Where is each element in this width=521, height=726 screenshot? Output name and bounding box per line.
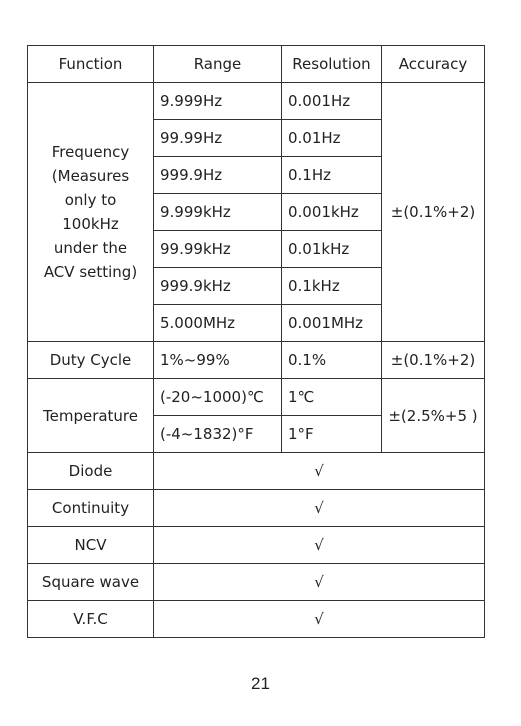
function-cell: NCV: [27, 526, 154, 564]
range-cell: (-4~1832)°F: [153, 415, 282, 453]
table-row: Square wave √: [27, 563, 485, 601]
header-cell: Function: [27, 45, 154, 83]
range-cell: 99.99kHz: [153, 230, 282, 268]
header-cell: Accuracy: [381, 45, 485, 83]
function-cell: Frequency (Measures only to 100kHz under…: [27, 82, 154, 342]
resolution-cell: 1℃: [281, 378, 382, 416]
resolution-cell: 0.01kHz: [281, 230, 382, 268]
table-row: 5.000MHz 0.001MHz: [28, 304, 485, 342]
resolution-cell: 1°F: [281, 415, 382, 453]
range-cell: 99.99Hz: [153, 119, 282, 157]
range-cell: 5.000MHz: [153, 304, 282, 342]
range-cell: 1%~99%: [153, 341, 282, 379]
header-cell: Range: [153, 45, 282, 83]
table-row: 999.9kHz 0.1kHz: [28, 267, 485, 305]
support-cell: √: [153, 526, 485, 564]
table-row: NCV √: [27, 526, 485, 564]
page-number: 21: [251, 674, 270, 693]
resolution-cell: 0.001MHz: [281, 304, 382, 342]
resolution-cell: 0.1%: [281, 341, 382, 379]
table-row: Duty Cycle 1%~99% 0.1% ±(0.1%+2): [27, 341, 485, 379]
support-cell: √: [153, 489, 485, 527]
resolution-cell: 0.001Hz: [281, 82, 382, 120]
range-cell: 999.9kHz: [153, 267, 282, 305]
resolution-cell: 0.1kHz: [281, 267, 382, 305]
spec-table: Function Range Resolution Accuracy Frequency…: [27, 45, 485, 638]
table-row: (-4~1832)°F 1°F: [28, 415, 485, 453]
accuracy-cell: ±(2.5%+5 ): [381, 378, 485, 453]
resolution-cell: 0.1Hz: [281, 156, 382, 194]
header-cell: Resolution: [281, 45, 382, 83]
table-body: Function Range Resolution Accuracy Frequency…: [27, 45, 485, 638]
support-cell: √: [153, 600, 485, 638]
resolution-cell: 0.001kHz: [281, 193, 382, 231]
table-row: 99.99Hz 0.01Hz: [28, 119, 485, 157]
table-row: Diode √: [27, 452, 485, 490]
function-cell: Square wave: [27, 563, 154, 601]
resolution-cell: 0.01Hz: [281, 119, 382, 157]
function-cell: V.F.C: [27, 600, 154, 638]
function-cell: Duty Cycle: [27, 341, 154, 379]
table-row: V.F.C √: [27, 600, 485, 638]
table-row: Temperature (-20~1000)℃ 1℃ ±(2.5%+5 ): [27, 378, 485, 453]
support-cell: √: [153, 563, 485, 601]
table-row: Continuity √: [27, 489, 485, 527]
function-cell: Diode: [27, 452, 154, 490]
range-cell: 999.9Hz: [153, 156, 282, 194]
table-row: 9.999kHz 0.001kHz: [28, 193, 485, 231]
table-row: 999.9Hz 0.1Hz: [28, 156, 485, 194]
range-cell: 9.999kHz: [153, 193, 282, 231]
table-row: 99.99kHz 0.01kHz: [28, 230, 485, 268]
function-cell: Temperature: [27, 378, 154, 453]
range-cell: 9.999Hz: [153, 82, 282, 120]
table-row: Function Range Resolution Accuracy: [27, 45, 485, 83]
range-cell: (-20~1000)℃: [153, 378, 282, 416]
function-cell: Continuity: [27, 489, 154, 527]
accuracy-cell: ±(0.1%+2): [381, 341, 485, 379]
table-row: Frequency (Measures only to 100kHz under…: [27, 82, 485, 342]
accuracy-cell: ±(0.1%+2): [381, 82, 485, 342]
support-cell: √: [153, 452, 485, 490]
